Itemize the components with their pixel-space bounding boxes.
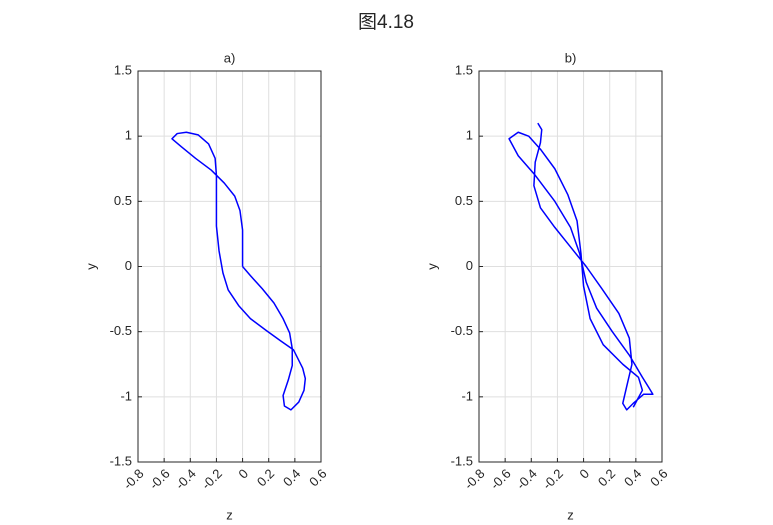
y-tick-label: 0	[125, 258, 132, 273]
y-axis-label: y	[83, 263, 98, 270]
y-tick-label: 0.5	[455, 193, 473, 208]
y-tick-label: -1.5	[451, 453, 473, 468]
y-tick-label: 1.5	[455, 62, 473, 77]
subplot-title: b)	[565, 50, 577, 65]
axes-box	[478, 70, 663, 463]
y-tick-label: -1	[461, 388, 473, 403]
curve	[171, 131, 307, 411]
curve	[508, 122, 654, 411]
y-tick-label: 1	[466, 128, 473, 143]
y-tick-label: 1.5	[114, 62, 132, 77]
y-tick-label: 0	[466, 258, 473, 273]
y-tick-label: -0.5	[451, 323, 473, 338]
axes-box	[137, 70, 322, 463]
subplot-title: a)	[224, 50, 236, 65]
y-tick-label: 0.5	[114, 193, 132, 208]
y-tick-label: 1	[125, 128, 132, 143]
x-axis-label: z	[567, 507, 574, 522]
y-tick-label: -1	[120, 388, 132, 403]
figure-title: 图4.18	[358, 12, 414, 33]
y-axis-label: y	[424, 263, 439, 270]
y-tick-label: -0.5	[110, 323, 132, 338]
y-tick-label: -1.5	[110, 453, 132, 468]
x-axis-label: z	[226, 507, 233, 522]
